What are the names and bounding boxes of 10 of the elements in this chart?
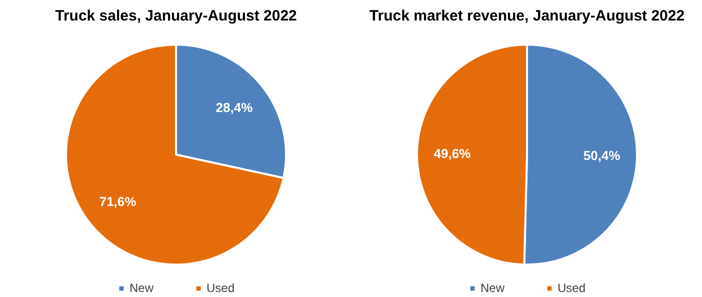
chart-title: Truck market revenue, January-August 2022 [369,8,685,24]
legend-label: Used [206,281,235,295]
data-label: 71,6% [99,194,137,210]
legend-label: New [129,281,154,295]
data-label: 28,4% [216,100,254,116]
legend-label: New [480,281,504,295]
chart-title: Truck sales, January-August 2022 [55,8,297,24]
data-label: 50,4% [583,148,621,164]
legend-label: Used [558,281,586,295]
data-label: 49,6% [434,146,472,162]
